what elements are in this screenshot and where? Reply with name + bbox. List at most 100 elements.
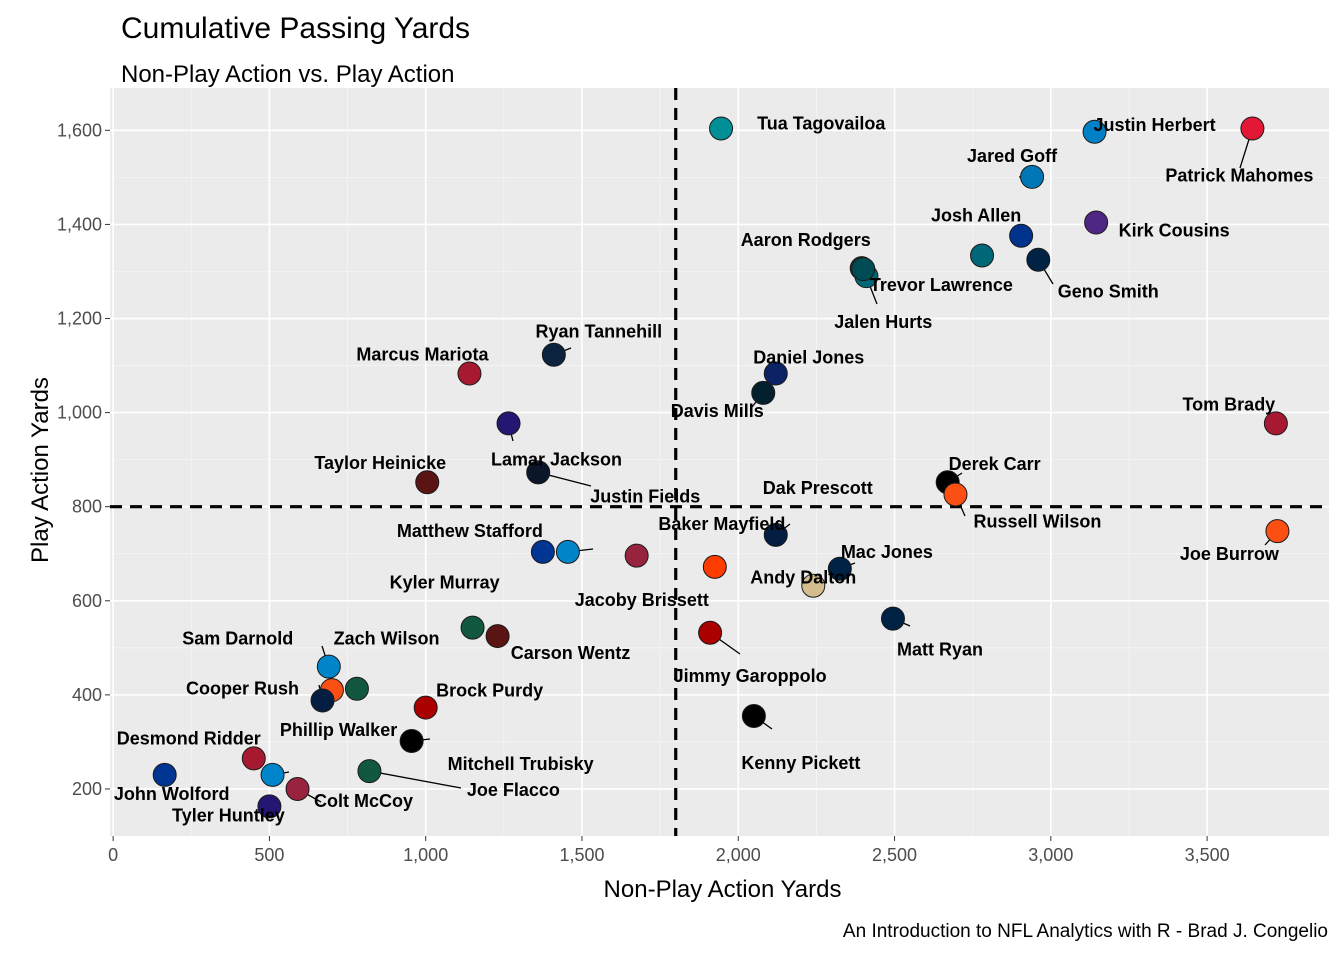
data-point (698, 620, 723, 645)
data-point (970, 243, 995, 268)
data-point (260, 762, 285, 787)
x-tick-label: 500 (254, 845, 284, 865)
x-tick-label: 1,500 (559, 845, 604, 865)
data-label: Cooper Rush (186, 679, 299, 699)
x-tick-label: 1,000 (403, 845, 448, 865)
data-label: John Wolford (114, 784, 230, 804)
x-tick-label: 0 (108, 845, 118, 865)
data-label: Matt Ryan (897, 640, 983, 660)
data-label: Jared Goff (967, 146, 1058, 166)
x-axis-label: Non-Play Action Yards (603, 876, 842, 903)
x-tick-label: 3,500 (1185, 845, 1230, 865)
data-label: Colt McCoy (314, 791, 413, 811)
data-point (526, 460, 551, 485)
data-point (1240, 116, 1265, 141)
data-label: Tua Tagovailoa (757, 113, 886, 133)
data-label: Ryan Tannehill (535, 322, 662, 342)
data-label: Joe Flacco (467, 780, 560, 800)
data-point (1265, 519, 1290, 544)
x-tick-label: 3,000 (1028, 845, 1073, 865)
chart-title: Cumulative Passing Yards (121, 12, 471, 45)
data-label: Josh Allen (931, 206, 1021, 226)
data-point (310, 688, 335, 713)
y-tick-label: 400 (72, 685, 102, 705)
data-point (880, 606, 905, 631)
data-point (357, 759, 382, 784)
data-point (763, 522, 788, 547)
data-point (1082, 119, 1107, 144)
data-label: Dak Prescott (763, 478, 873, 498)
data-point (555, 539, 580, 564)
data-label: Davis Mills (671, 401, 764, 421)
x-tick-label: 2,500 (872, 845, 917, 865)
data-label: Matthew Stafford (397, 521, 543, 541)
data-point (485, 624, 510, 649)
data-point (1026, 247, 1051, 272)
data-label: Taylor Heinicke (314, 453, 446, 473)
data-label: Phillip Walker (280, 720, 397, 740)
data-label: Carson Wentz (511, 643, 631, 663)
data-point (457, 361, 482, 386)
data-label: Jacoby Brissett (575, 590, 709, 610)
data-label: Daniel Jones (753, 348, 864, 368)
data-point (344, 676, 369, 701)
data-point (152, 762, 177, 787)
data-label: Trevor Lawrence (870, 275, 1013, 295)
data-point (285, 776, 310, 801)
data-labels: Tua Tagovailoa Justin Herbert Patrick Maho… (114, 113, 1314, 825)
data-point (460, 615, 485, 640)
data-label: Jimmy Garoppolo (674, 666, 827, 686)
data-point (1020, 164, 1045, 189)
data-point (415, 470, 440, 495)
data-label: Kenny Pickett (741, 753, 860, 773)
y-tick-label: 1,400 (57, 214, 102, 234)
data-label: Geno Smith (1058, 282, 1159, 302)
data-point (943, 482, 968, 507)
y-tick-label: 200 (72, 779, 102, 799)
data-label: Justin Herbert (1094, 115, 1216, 135)
data-points (152, 116, 1290, 819)
y-tick-label: 1,000 (57, 403, 102, 423)
x-axis: 0 500 1,000 1,500 2,000 2,500 3,000 3,500 (108, 836, 1230, 865)
data-label: Justin Fields (590, 486, 700, 506)
y-tick-label: 800 (72, 497, 102, 517)
data-label: Kirk Cousins (1119, 221, 1230, 241)
chart-caption: An Introduction to NFL Analytics with R … (842, 921, 1328, 942)
data-label: Brock Purdy (436, 681, 543, 701)
data-point (801, 573, 826, 598)
minor-gridlines (110, 88, 1329, 836)
y-tick-label: 1,200 (57, 309, 102, 329)
data-label: Andy Dalton (750, 568, 856, 588)
reference-lines (110, 88, 1329, 836)
data-label: Joe Burrow (1180, 544, 1280, 564)
data-label: Patrick Mahomes (1165, 165, 1313, 185)
data-point (741, 704, 766, 729)
x-tick-label: 2,000 (716, 845, 761, 865)
data-point (763, 361, 788, 386)
data-point (751, 380, 776, 405)
data-label: Russell Wilson (974, 511, 1102, 531)
data-point (1263, 411, 1288, 436)
major-gridlines (110, 88, 1329, 836)
data-label: Desmond Ridder (117, 728, 261, 748)
y-axis-label: Play Action Yards (27, 377, 54, 563)
label-leader-line (369, 770, 462, 789)
data-point (413, 695, 438, 720)
y-tick-label: 600 (72, 591, 102, 611)
data-point (624, 543, 649, 568)
data-point (1009, 223, 1034, 248)
data-label: Tom Brady (1183, 394, 1276, 414)
data-label: Jalen Hurts (834, 312, 932, 332)
data-point (541, 342, 566, 367)
data-point (827, 556, 852, 581)
data-label: Tyler Huntley (172, 805, 285, 825)
data-point (241, 746, 266, 771)
data-label: Sam Darnold (182, 629, 293, 649)
data-point (496, 411, 521, 436)
data-point (399, 728, 424, 753)
data-point (1084, 210, 1109, 235)
data-point (530, 539, 555, 564)
data-label: Kyler Murray (390, 573, 500, 593)
data-point (851, 257, 876, 282)
